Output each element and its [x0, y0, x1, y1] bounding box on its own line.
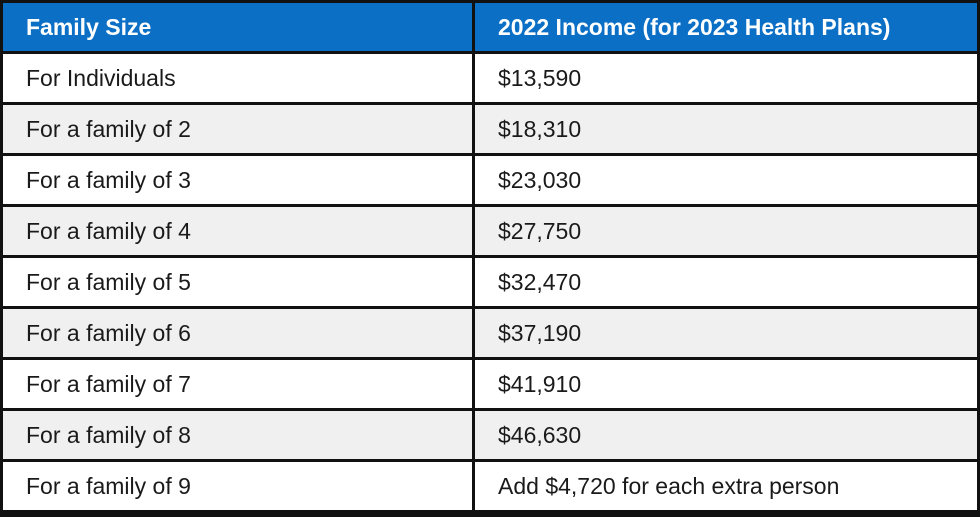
table-row: For a family of 8 $46,630 [3, 411, 977, 459]
header-income: 2022 Income (for 2023 Health Plans) [475, 3, 977, 51]
income-cell: $37,190 [475, 309, 977, 357]
income-cell: $27,750 [475, 207, 977, 255]
family-size-cell: For a family of 9 [3, 462, 472, 510]
table-header-row: Family Size 2022 Income (for 2023 Health… [3, 3, 977, 51]
family-size-cell: For a family of 2 [3, 105, 472, 153]
table-row: For a family of 5 $32,470 [3, 258, 977, 306]
table-row: For a family of 2 $18,310 [3, 105, 977, 153]
income-cell: Add $4,720 for each extra person [475, 462, 977, 510]
income-cell: $13,590 [475, 54, 977, 102]
family-size-cell: For Individuals [3, 54, 472, 102]
income-cell: $23,030 [475, 156, 977, 204]
family-size-cell: For a family of 7 [3, 360, 472, 408]
family-size-cell: For a family of 6 [3, 309, 472, 357]
family-size-cell: For a family of 5 [3, 258, 472, 306]
table-row: For a family of 3 $23,030 [3, 156, 977, 204]
family-size-cell: For a family of 3 [3, 156, 472, 204]
table-row: For a family of 4 $27,750 [3, 207, 977, 255]
family-size-cell: For a family of 4 [3, 207, 472, 255]
income-cell: $32,470 [475, 258, 977, 306]
income-cell: $46,630 [475, 411, 977, 459]
table-row: For a family of 9 Add $4,720 for each ex… [3, 462, 977, 510]
header-family-size: Family Size [3, 3, 472, 51]
table-row: For a family of 6 $37,190 [3, 309, 977, 357]
income-cell: $41,910 [475, 360, 977, 408]
income-cell: $18,310 [475, 105, 977, 153]
table-row: For Individuals $13,590 [3, 54, 977, 102]
family-size-cell: For a family of 8 [3, 411, 472, 459]
table-row: For a family of 7 $41,910 [3, 360, 977, 408]
